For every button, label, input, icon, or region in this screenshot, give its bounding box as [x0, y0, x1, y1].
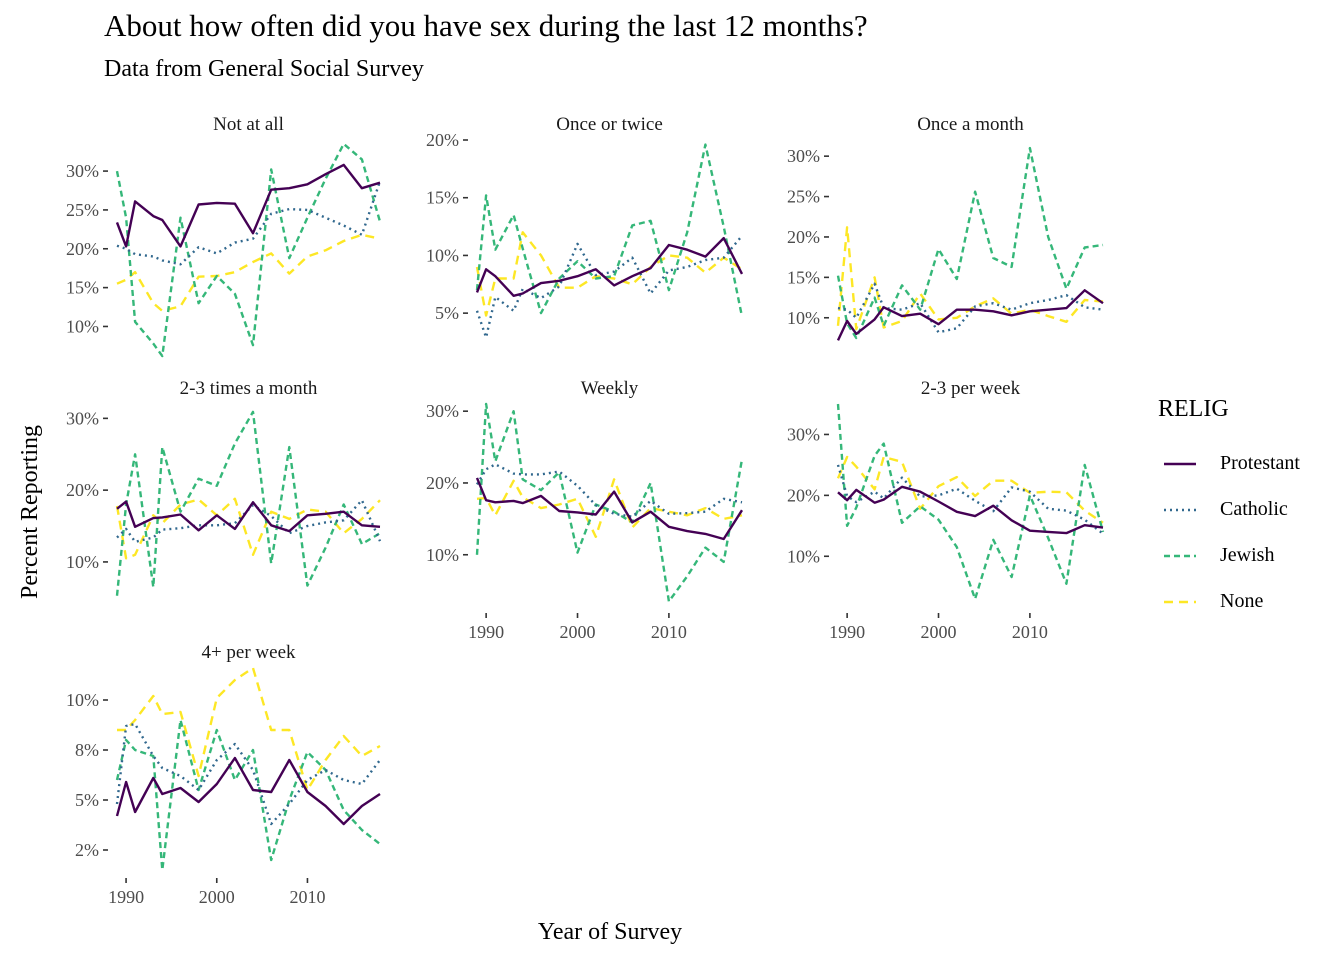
y-tick-label: 8% — [75, 740, 99, 760]
x-tick-label: 2010 — [651, 622, 687, 642]
facet-title-4plus-per-week: 4+ per week — [201, 642, 296, 663]
series-line-protestant — [837, 485, 1104, 535]
facet-once-or-twice: Once or twice 5% 10% 15% 20% — [426, 114, 744, 339]
y-tick-label: 20% — [426, 473, 459, 493]
x-tick-label: 2000 — [921, 622, 957, 642]
series-line-protestant — [475, 236, 744, 297]
y-tick-label: 10% — [426, 245, 459, 265]
y-tick-label: 20% — [426, 130, 459, 150]
legend-key-none — [1164, 600, 1196, 604]
legend-label-protestant: Protestant — [1220, 452, 1300, 474]
series-line-none — [115, 497, 381, 560]
y-tick-label: 25% — [66, 200, 99, 220]
legend-item-catholic: Catholic — [1160, 496, 1330, 526]
y-tick-label: 15% — [66, 278, 99, 298]
series-line-jewish — [115, 142, 382, 358]
facet-title-not-at-all: Not at all — [213, 114, 284, 135]
facet-not-at-all: Not at all 10% 15% 20% 25% 30% — [66, 114, 382, 358]
y-tick-label: 10% — [426, 545, 459, 565]
x-tick-label: 2000 — [560, 622, 596, 642]
x-tick-label: 2010 — [1012, 622, 1048, 642]
legend-key-protestant — [1164, 462, 1196, 466]
y-tick-label: 10% — [66, 690, 99, 710]
series-line-jewish — [115, 410, 381, 596]
y-tick-label: 10% — [66, 552, 99, 572]
legend-key-catholic — [1164, 508, 1196, 512]
series-line-catholic — [116, 180, 382, 266]
chart-title: About how often did you have sex during … — [104, 8, 868, 43]
x-tick-label: 1990 — [468, 622, 504, 642]
y-tick-label: 5% — [75, 790, 99, 810]
facet-2-3-per-week: 2-3 per week 10% 20% 30% 1990 2000 2010 — [787, 378, 1105, 642]
series-line-protestant — [836, 289, 1104, 341]
facet-title-weekly: Weekly — [581, 378, 639, 399]
series-line-catholic — [115, 722, 381, 826]
series-line-jewish — [475, 143, 744, 317]
series-line-catholic — [116, 499, 382, 543]
y-axis-label: Percent Reporting — [17, 425, 43, 599]
series-line-none — [116, 233, 381, 313]
series-line-none — [475, 231, 743, 317]
series-line-jewish — [836, 403, 1105, 601]
series-line-protestant — [475, 477, 744, 541]
y-tick-label: 30% — [66, 408, 99, 428]
x-tick-label: 1990 — [108, 887, 144, 907]
series-line-protestant — [115, 163, 381, 248]
x-tick-label: 1990 — [829, 622, 865, 642]
y-tick-label: 25% — [787, 187, 820, 207]
facet-title-2-3-per-week: 2-3 per week — [921, 378, 1021, 399]
legend-title: RELIG — [1158, 396, 1229, 422]
y-tick-label: 5% — [435, 303, 459, 323]
x-tick-label: 2000 — [199, 887, 235, 907]
series-line-jewish — [115, 718, 381, 872]
x-tick-label: 2010 — [289, 887, 325, 907]
facet-weekly: Weekly 10% 20% 30% 1990 2000 2010 — [426, 378, 744, 642]
legend-label-catholic: Catholic — [1220, 498, 1288, 520]
legend-label-none: None — [1220, 590, 1264, 612]
facet-panels: Not at all 10% 15% 20% 25% 30% Once or twice 5%… — [66, 114, 1105, 907]
facet-2-3-times-a-month: 2-3 times a month 10% 20% 30% — [66, 378, 382, 596]
series-line-catholic — [475, 235, 743, 339]
facet-title-2-3-times-a-month: 2-3 times a month — [180, 378, 318, 399]
y-tick-label: 15% — [787, 267, 820, 287]
y-tick-label: 20% — [787, 227, 820, 247]
legend-key-jewish — [1164, 554, 1196, 558]
x-axis-label: Year of Survey — [538, 919, 682, 945]
y-tick-label: 10% — [787, 546, 820, 566]
y-tick-label: 30% — [426, 401, 459, 421]
facet-title-once-a-month: Once a month — [917, 114, 1024, 135]
series-line-none — [117, 666, 381, 792]
y-tick-label: 30% — [787, 424, 820, 444]
y-tick-label: 30% — [66, 161, 99, 181]
legend-item-protestant: Protestant — [1160, 450, 1330, 480]
facet-4plus-per-week: 4+ per week 2% 5% 8% 10% 1990 2000 2010 — [66, 642, 381, 907]
series-line-jewish — [836, 146, 1104, 340]
y-tick-label: 20% — [66, 480, 99, 500]
series-line-protestant — [116, 500, 381, 533]
y-tick-label: 20% — [787, 485, 820, 505]
y-tick-label: 2% — [75, 840, 99, 860]
y-tick-label: 30% — [787, 146, 820, 166]
legend-item-none: None — [1160, 588, 1330, 618]
legend-item-jewish: Jewish — [1160, 542, 1330, 572]
facet-title-once-or-twice: Once or twice — [556, 114, 663, 135]
chart-subtitle: Data from General Social Survey — [104, 56, 424, 82]
y-tick-label: 10% — [787, 308, 820, 328]
facet-once-a-month: Once a month 10% 15% 20% 25% 30% — [787, 114, 1104, 341]
y-tick-label: 15% — [426, 188, 459, 208]
series-line-catholic — [475, 463, 743, 518]
series-line-protestant — [115, 756, 381, 826]
y-tick-label: 10% — [66, 316, 99, 336]
series-line-none — [836, 226, 1104, 331]
series-line-none — [836, 455, 1104, 524]
series-line-none — [476, 478, 743, 538]
y-tick-label: 20% — [66, 239, 99, 259]
series-line-jewish — [475, 402, 744, 603]
legend-label-jewish: Jewish — [1220, 544, 1275, 566]
